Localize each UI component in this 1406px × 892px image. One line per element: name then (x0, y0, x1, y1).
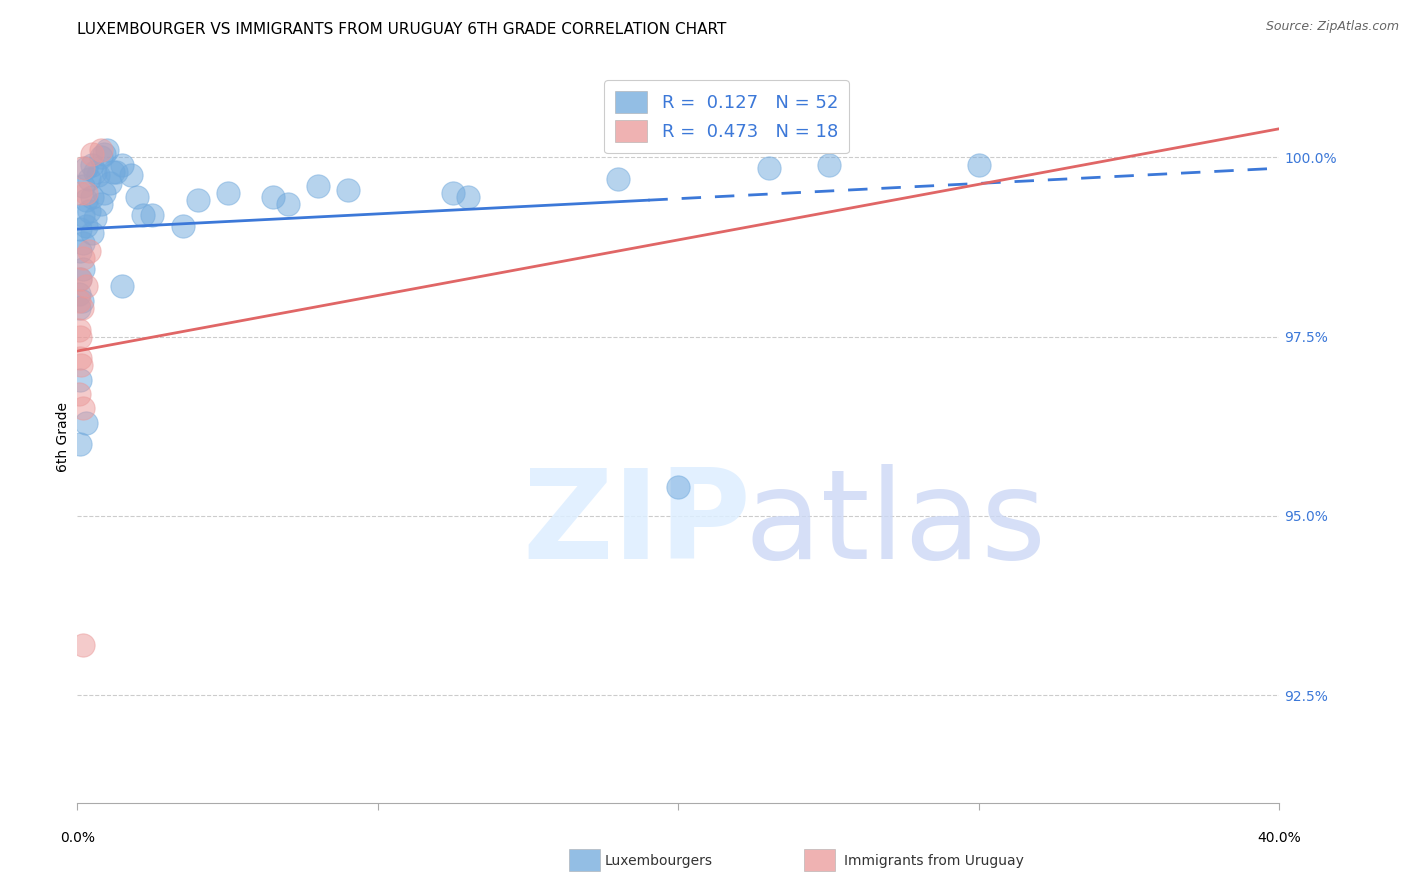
Legend: R =  0.127   N = 52, R =  0.473   N = 18: R = 0.127 N = 52, R = 0.473 N = 18 (605, 80, 849, 153)
Point (141, 208, 163, 222)
Point (70, 359, 93, 373)
Y-axis label: 6th Grade: 6th Grade (56, 402, 70, 472)
Point (79, 204, 101, 219)
Point (72, 251, 94, 265)
Point (79, 244, 101, 258)
Point (262, 190, 284, 204)
Point (67, 301, 90, 315)
Point (93, 186, 115, 201)
Point (82, 158, 104, 172)
Point (441, 186, 464, 201)
Point (120, 169, 142, 183)
Point (336, 183, 359, 197)
Point (82, 146, 104, 161)
Point (132, 208, 155, 222)
Point (75, 416, 97, 430)
Point (72, 261, 94, 276)
Point (69, 272, 91, 286)
Point (607, 172, 630, 186)
Point (277, 197, 299, 211)
Point (79, 172, 101, 186)
Point (72, 401, 94, 416)
Point (668, 480, 690, 494)
Point (82, 226, 104, 240)
Point (103, 165, 125, 179)
Point (72, 638, 94, 652)
Text: LUXEMBOURGER VS IMMIGRANTS FROM URUGUAY 6TH GRADE CORRELATION CHART: LUXEMBOURGER VS IMMIGRANTS FROM URUGUAY … (77, 22, 727, 37)
Point (90, 197, 112, 211)
Point (70, 293, 93, 308)
Point (111, 158, 134, 172)
Point (69, 222, 91, 236)
Point (84, 211, 107, 226)
Point (817, 158, 839, 172)
Point (217, 186, 239, 201)
Point (75, 219, 97, 233)
Point (69, 244, 91, 258)
Point (457, 190, 479, 204)
Point (67, 387, 90, 401)
Point (90, 143, 112, 157)
Point (187, 194, 209, 208)
Point (111, 279, 134, 293)
Point (172, 219, 194, 233)
Point (72, 179, 94, 194)
Point (69, 373, 91, 387)
Point (93, 146, 115, 161)
Text: atlas: atlas (745, 465, 1046, 585)
Text: 40.0%: 40.0% (1257, 831, 1302, 846)
Point (75, 194, 97, 208)
Text: Luxembourgers: Luxembourgers (605, 854, 713, 868)
Point (70, 301, 93, 315)
Point (69, 329, 91, 343)
Text: 0.0%: 0.0% (60, 831, 94, 846)
Point (967, 158, 990, 172)
Text: Source: ZipAtlas.com: Source: ZipAtlas.com (1265, 20, 1399, 33)
Point (84, 165, 107, 179)
Text: ZIP: ZIP (522, 465, 751, 585)
Point (69, 186, 91, 201)
Bar (569, 849, 600, 871)
Point (75, 161, 97, 176)
Point (67, 286, 90, 301)
Point (67, 322, 90, 336)
Point (67, 293, 90, 308)
Point (75, 186, 97, 201)
Point (82, 190, 104, 204)
Point (72, 236, 94, 251)
Point (90, 150, 112, 164)
Point (72, 161, 94, 176)
Point (758, 161, 780, 176)
Point (72, 208, 94, 222)
Point (100, 176, 122, 190)
Point (127, 190, 149, 204)
Point (96, 143, 118, 157)
Point (69, 272, 91, 286)
Text: Immigrants from Uruguay: Immigrants from Uruguay (844, 854, 1024, 868)
Point (69, 351, 91, 366)
Point (105, 165, 128, 179)
Point (69, 437, 91, 451)
Bar (804, 849, 835, 871)
Point (75, 279, 97, 293)
Point (307, 179, 329, 194)
Point (87, 169, 110, 183)
